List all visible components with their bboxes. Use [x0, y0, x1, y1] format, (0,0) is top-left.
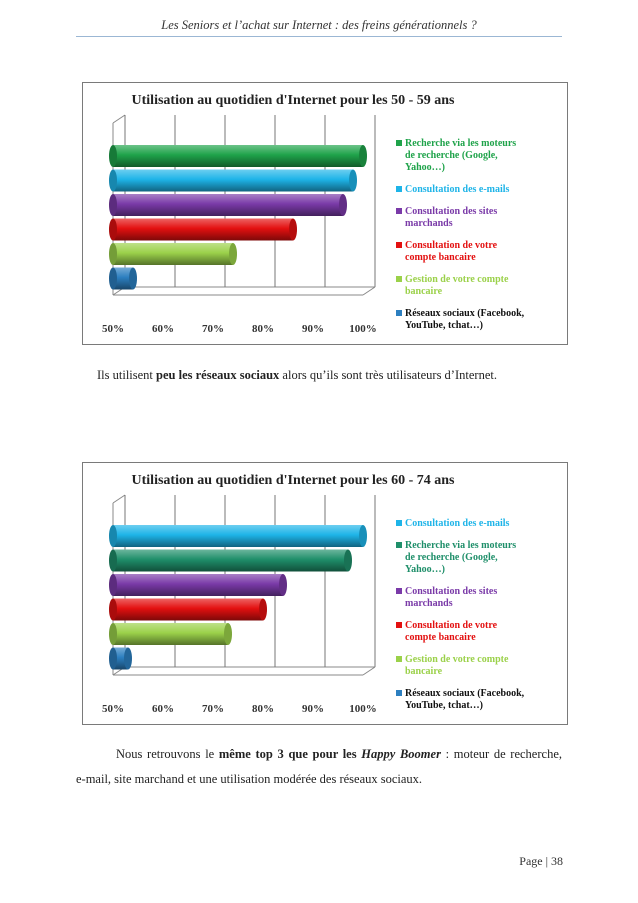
tick-label: 50% — [102, 323, 124, 335]
chart-title: Utilisation au quotidien d'Internet pour… — [132, 93, 456, 108]
page-number: Page | 38 — [519, 854, 563, 868]
legend-item: Consultation des e-mails — [396, 184, 510, 195]
paragraph-2-line-1: Nous retrouvons le même top 3 que pour l… — [76, 742, 562, 767]
legend-item: Gestion de votre compte bancaire — [396, 274, 509, 297]
bar — [109, 525, 367, 547]
paragraph-1-text-before: Ils utilisent — [97, 368, 157, 382]
bar — [109, 218, 297, 241]
bar — [109, 145, 367, 167]
header-divider — [76, 36, 562, 37]
tick-label: 50% — [102, 703, 124, 715]
tick-label: 80% — [252, 323, 274, 335]
paragraph-1-text-after: alors qu’ils sont très utilisateurs d’In… — [279, 368, 497, 382]
tick-label: 90% — [302, 323, 324, 335]
bar — [109, 598, 267, 621]
tick-label: 70% — [202, 323, 224, 335]
bar — [109, 647, 132, 670]
paragraph-1-bold: peu les réseaux sociaux — [156, 368, 280, 382]
tick-label: 100% — [349, 703, 377, 715]
chart-svg: Utilisation au quotidien d'Internet pour… — [102, 93, 525, 335]
paragraph-2-bold-italic: Happy Boomer — [361, 747, 441, 761]
bar — [109, 243, 237, 265]
legend-item: Recherche via les moteurs de recherche (G… — [396, 138, 516, 173]
paragraph-1: Ils utilisent peu les réseaux sociaux al… — [97, 363, 497, 388]
svg-text:Consultation des e-mails: Consultation des e-mails — [405, 518, 510, 529]
legend-item: Recherche via les moteurs de recherche (G… — [396, 540, 516, 575]
legend: Recherche via les moteurs de recherche (G… — [396, 138, 525, 331]
legend-item: Consultation des sites marchands — [396, 586, 497, 609]
page-header: Les Seniors et l’achat sur Internet : de… — [161, 18, 477, 32]
legend-item: Consultation des e-mails — [396, 518, 510, 529]
paragraph-2: Nous retrouvons le même top 3 que pour l… — [76, 742, 562, 792]
bar — [109, 194, 347, 216]
legend-item: Consultation de votre compte bancaire — [396, 620, 498, 643]
tick-label: 60% — [152, 323, 174, 335]
legend-item: Consultation des sites marchands — [396, 206, 497, 229]
tick-label: 60% — [152, 703, 174, 715]
legend-item: Consultation de votre compte bancaire — [396, 240, 498, 263]
svg-text:Réseaux sociaux (Facebook,YouT: Réseaux sociaux (Facebook, YouTube, tchat… — [405, 308, 525, 331]
chart-svg: Utilisation au quotidien d'Internet pour… — [102, 473, 525, 715]
tick-label: 100% — [349, 323, 377, 335]
svg-text:Réseaux sociaux (Facebook,YouT: Réseaux sociaux (Facebook, YouTube, tchat… — [405, 688, 525, 711]
bar — [109, 623, 232, 645]
tick-label: 90% — [302, 703, 324, 715]
bar — [109, 574, 287, 596]
legend-item: Réseaux sociaux (Facebook, YouTube, tchat… — [396, 308, 525, 331]
paragraph-2-bold: même top 3 que pour les — [218, 747, 362, 761]
paragraph-2-text-after: : moteur de recherche, — [440, 747, 562, 761]
bar — [109, 549, 352, 572]
legend-item: Réseaux sociaux (Facebook, YouTube, tchat… — [396, 688, 525, 711]
chart-50-59: Utilisation au quotidien d'Internet pour… — [82, 82, 568, 345]
legend-item: Gestion de votre compte bancaire — [396, 654, 509, 677]
chart-title: Utilisation au quotidien d'Internet pour… — [132, 473, 456, 488]
bar — [109, 267, 137, 290]
tick-label: 80% — [252, 703, 274, 715]
paragraph-2-line-2: e-mail, site marchand et une utilisation… — [76, 772, 423, 786]
bar — [109, 169, 357, 192]
tick-label: 70% — [202, 703, 224, 715]
svg-text:Consultation des e-mails: Consultation des e-mails — [405, 184, 510, 195]
legend: Consultation des e-mails Recherche via le… — [396, 518, 525, 711]
paragraph-2-text-before: Nous retrouvons le — [116, 747, 219, 761]
chart-60-74: Utilisation au quotidien d'Internet pour… — [82, 462, 568, 725]
